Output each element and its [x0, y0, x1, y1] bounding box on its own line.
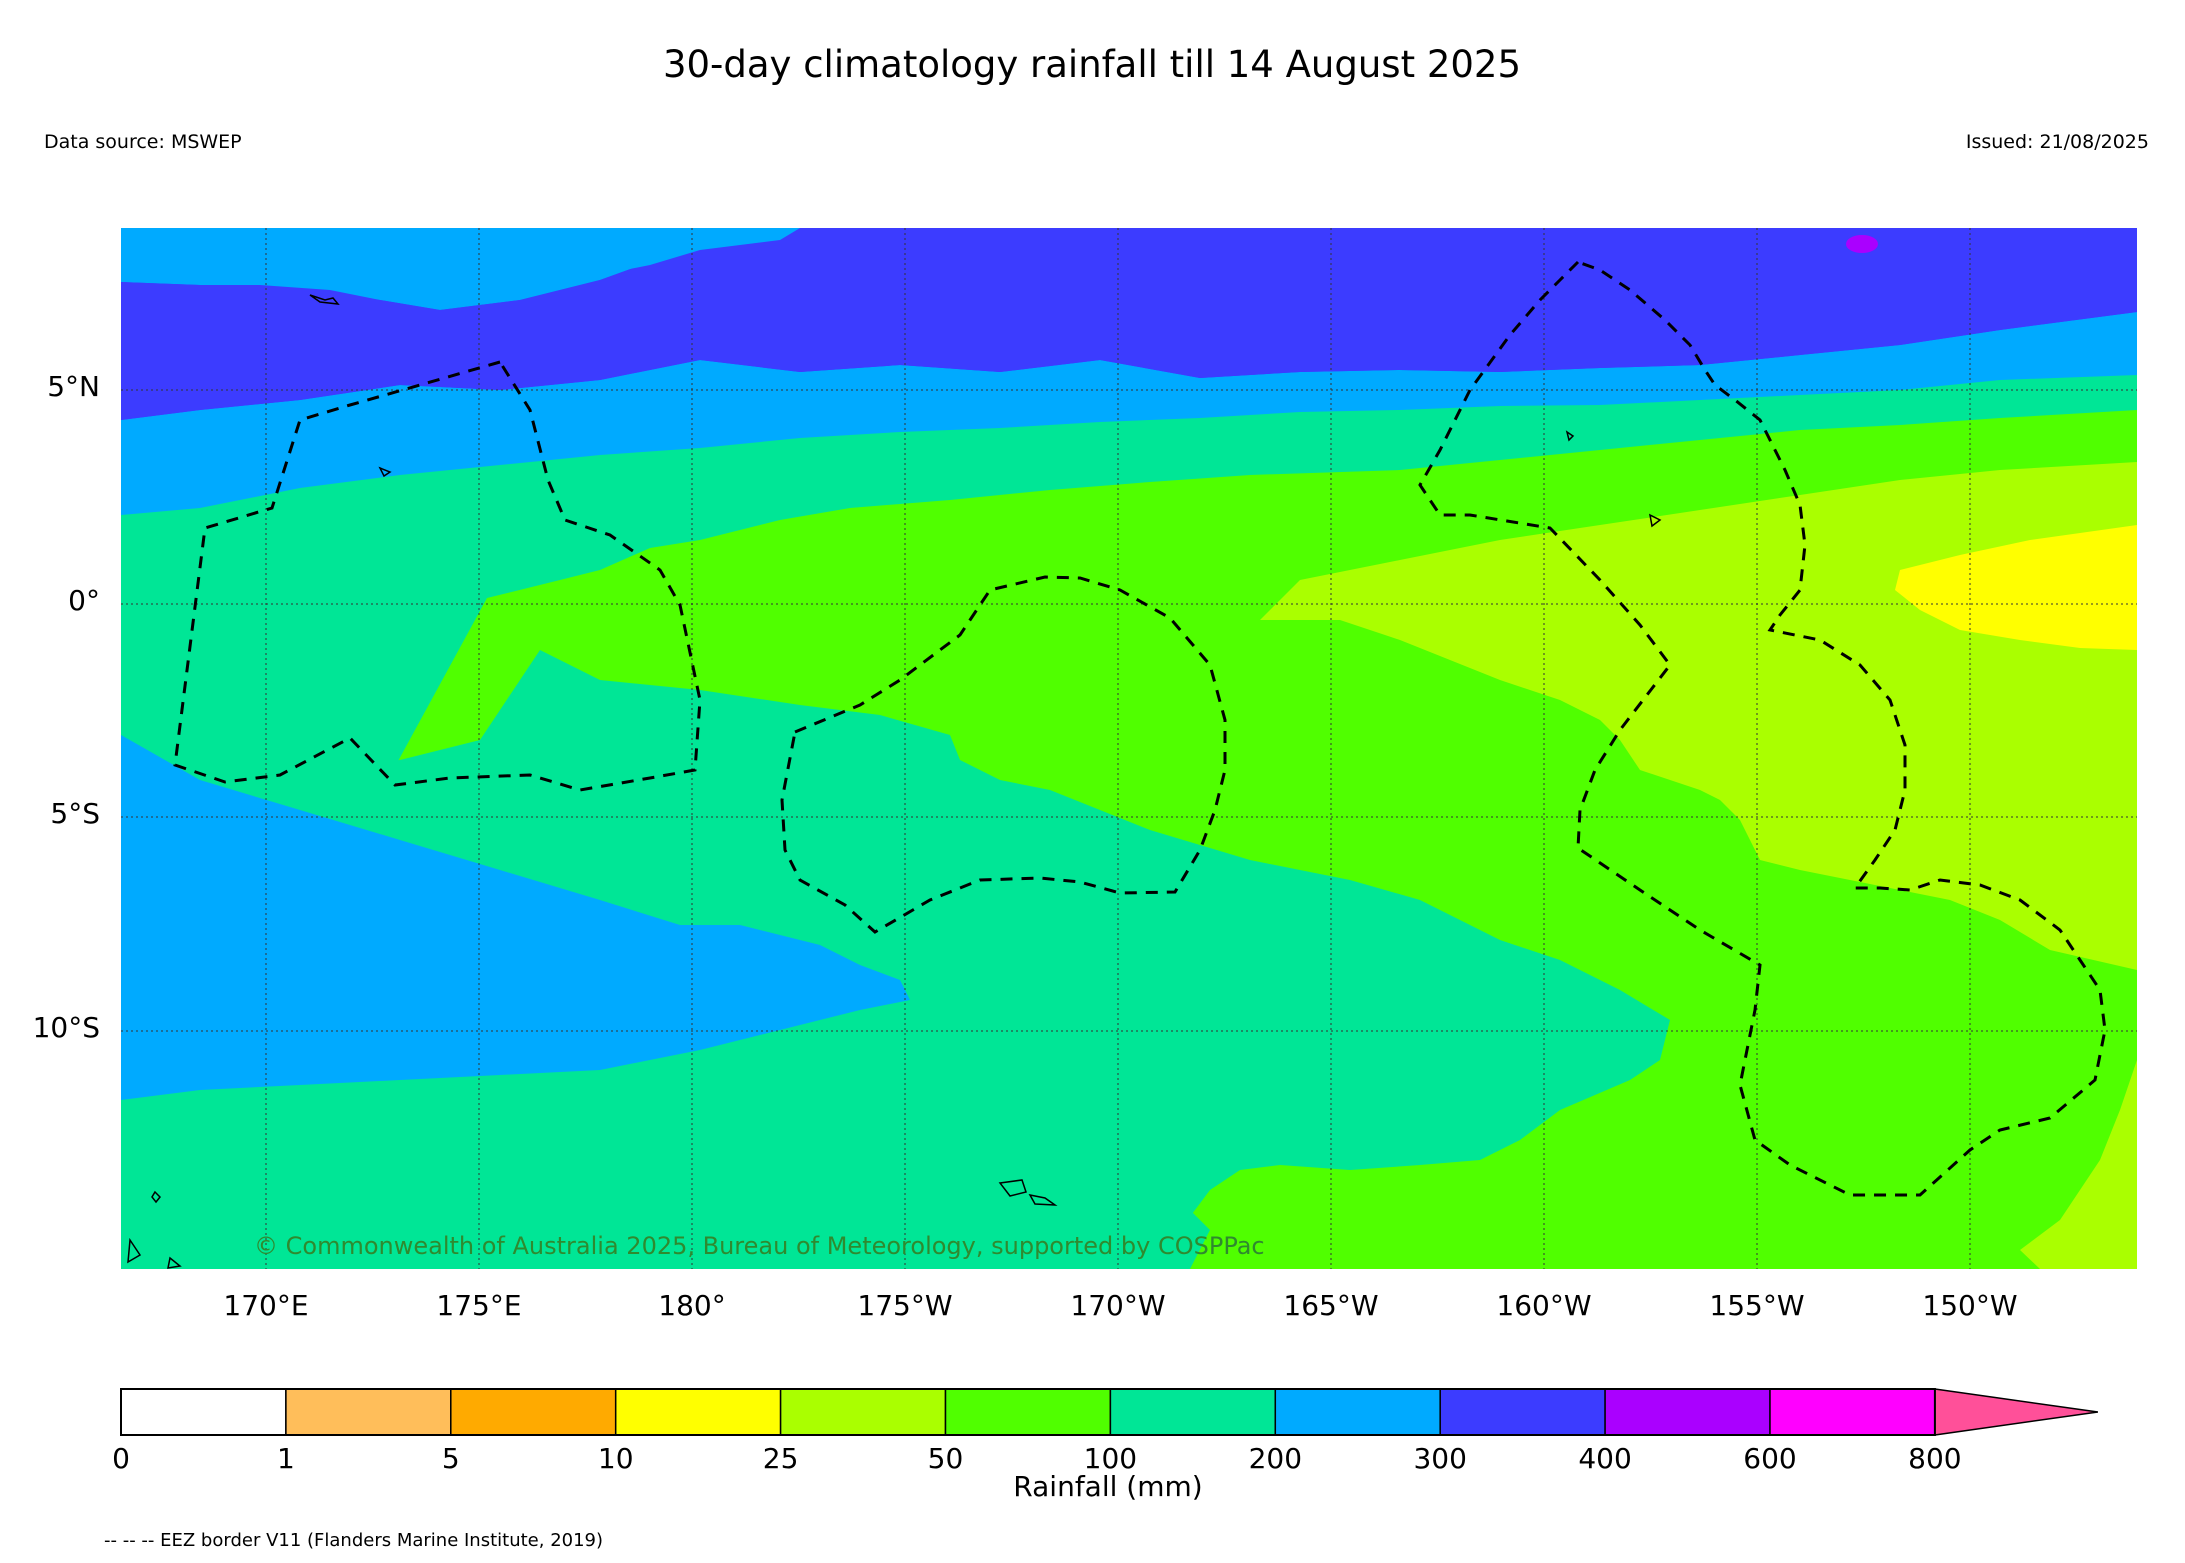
colorbar-swatch [779, 1388, 947, 1436]
colorbar-swatches [120, 1388, 2099, 1436]
colorbar-swatch [285, 1388, 452, 1436]
colorbar-extend-arrow [1934, 1388, 2099, 1436]
colorbar-tick-label: 200 [1249, 1442, 1302, 1475]
colorbar-swatch [614, 1388, 782, 1436]
map-gridlines [121, 228, 2137, 1269]
colorbar-tick-label: 1 [277, 1442, 295, 1475]
colorbar-swatch [1274, 1388, 1441, 1436]
issued-date-label: Issued: 21/08/2025 [1966, 131, 2149, 153]
lon-label-170w: 170°W [1070, 1289, 1165, 1322]
rain-band-200-300-south [121, 735, 910, 1100]
colorbar-swatch [450, 1388, 617, 1436]
island-outlines [127, 294, 1662, 1269]
eez-borders [173, 260, 2107, 1197]
lon-label-155w: 155°W [1709, 1289, 1804, 1322]
lon-label-170e: 170°E [223, 1289, 308, 1322]
island-outline [1565, 430, 1575, 442]
island-outline [378, 466, 392, 478]
colorbar-tick-label: 5 [442, 1442, 460, 1475]
lon-label-175e: 175°E [436, 1289, 521, 1322]
lon-label-150w: 150°W [1922, 1289, 2017, 1322]
colorbar-tick-label: 0 [112, 1442, 130, 1475]
island-outline [309, 294, 340, 305]
colorbar-tick-label: 10 [598, 1442, 634, 1475]
colorbar-swatch [1769, 1388, 1936, 1436]
latitude-labels: 5°N 0° 5°S 10°S [33, 370, 100, 1044]
colorbar-swatch [1109, 1388, 1277, 1436]
colorbar-frame [120, 1388, 1936, 1436]
colorbar-tick-label: 25 [763, 1442, 799, 1475]
eez-border-kiribati-line [1418, 260, 2107, 1197]
colorbar-tick-label: 50 [928, 1442, 964, 1475]
colorbar-tick-labels: 0 1 5 10 25 50 100 200 300 400 600 800 [112, 1442, 1962, 1475]
rain-patch-400-600 [1846, 235, 1878, 253]
map-credit: © Commonwealth of Australia 2025, Bureau… [254, 1232, 1265, 1260]
colorbar-tick-label: 400 [1578, 1442, 1631, 1475]
lon-label-165w: 165°W [1283, 1289, 1378, 1322]
lat-label-0: 0° [68, 584, 100, 617]
colorbar-swatch [1439, 1388, 1606, 1436]
colorbar-label: Rainfall (mm) [1013, 1470, 1202, 1503]
map-title: 30-day climatology rainfall till 14 Augu… [663, 43, 1521, 86]
colorbar-tick-label: 600 [1743, 1442, 1796, 1475]
lon-label-175w: 175°W [857, 1289, 952, 1322]
lat-label-10s: 10°S [33, 1011, 100, 1044]
island-outline [127, 1237, 142, 1264]
colorbar-swatch [944, 1388, 1112, 1436]
island-outline [998, 1179, 1027, 1197]
island-outline [1028, 1193, 1058, 1206]
lat-label-5n: 5°N [47, 370, 100, 403]
eez-border-tokelau [780, 575, 1227, 934]
map-panel: © Commonwealth of Australia 2025, Bureau… [121, 228, 2137, 1269]
island-outline [1648, 513, 1662, 528]
island-outline [167, 1256, 182, 1269]
rain-band-25-50-south [2020, 1060, 2137, 1269]
data-source-label: Data source: MSWEP [44, 131, 242, 153]
rain-band-100-200-south [121, 650, 1670, 1269]
rain-band-200-300-top [121, 228, 800, 295]
rain-band-10-25 [1895, 525, 2137, 650]
longitude-labels: 170°E 175°E 180° 175°W 170°W 165°W 160°W… [223, 1289, 2017, 1322]
colorbar-tick-label: 800 [1908, 1442, 1961, 1475]
island-outline [151, 1190, 162, 1204]
colorbar-tick-label: 100 [1084, 1442, 1137, 1475]
colorbar-tick-label: 300 [1413, 1442, 1466, 1475]
colorbar-swatch [1604, 1388, 1771, 1436]
lat-label-5s: 5°S [50, 797, 100, 830]
eez-legend-note: -- -- -- EEZ border V11 (Flanders Marine… [104, 1530, 603, 1551]
rain-band-300-400-north [121, 228, 2137, 420]
colorbar-swatch [120, 1388, 287, 1436]
rainfall-colorbar: 0 1 5 10 25 50 100 200 300 400 600 800 Rainfall (mm… [112, 1388, 2099, 1503]
lon-label-160w: 160°W [1496, 1289, 1591, 1322]
lon-label-180: 180° [658, 1289, 725, 1322]
